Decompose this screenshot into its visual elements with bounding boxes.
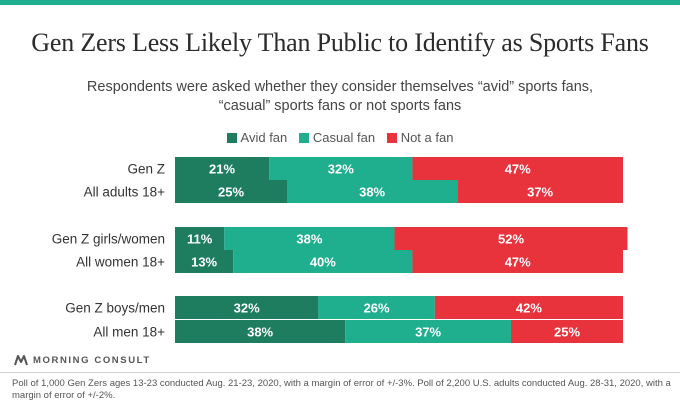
bar-not-a-fan-all-men-18 <box>511 320 623 343</box>
legend-swatch-casual <box>298 133 309 143</box>
value-label-casual-fan-gen-z: 32% <box>328 162 354 177</box>
bar-casual-fan-all-women-18 <box>233 250 413 273</box>
value-label-avid-fan-gen-z: 21% <box>209 162 235 177</box>
value-label-not-a-fan-all-women-18: 47% <box>505 255 531 270</box>
category-label-gen-z-girls-women: Gen Z girls/women <box>52 232 165 247</box>
value-label-casual-fan-all-women-18: 40% <box>310 255 336 270</box>
value-label-not-a-fan-gen-z: 47% <box>505 162 531 177</box>
value-label-casual-fan-all-adults-18: 38% <box>359 185 385 200</box>
bar-avid-fan-all-women-18 <box>175 250 234 273</box>
value-label-avid-fan-gen-z-boys-men: 32% <box>234 301 260 316</box>
legend-item-avid: Avid fan <box>226 130 288 145</box>
bar-not-a-fan-gen-z-girls-women <box>394 227 628 250</box>
bar-casual-fan-all-adults-18 <box>287 180 458 203</box>
bar-casual-fan-all-men-18 <box>345 320 511 343</box>
value-label-casual-fan-gen-z-boys-men: 26% <box>364 301 390 316</box>
footnote: Poll of 1,000 Gen Zers ages 13-23 conduc… <box>12 378 671 401</box>
morning-consult-icon <box>14 355 28 366</box>
legend-label-avid: Avid fan <box>240 130 288 145</box>
value-label-avid-fan-all-men-18: 38% <box>247 325 273 340</box>
chart-title: Gen Zers Less Likely Than Public to Iden… <box>31 28 649 57</box>
bar-casual-fan-gen-z <box>269 157 413 180</box>
chart-subtitle: Respondents were asked whether they cons… <box>86 79 594 114</box>
legend-item-not: Not a fan <box>386 130 454 145</box>
legend-swatch-avid <box>226 133 237 143</box>
category-label-all-women-18: All women 18+ <box>76 255 165 270</box>
value-label-avid-fan-all-adults-18: 25% <box>218 185 244 200</box>
bar-casual-fan-gen-z-girls-women <box>224 227 395 250</box>
value-label-casual-fan-gen-z-girls-women: 38% <box>296 232 322 247</box>
bar-avid-fan-all-adults-18 <box>175 180 287 203</box>
footer-divider <box>0 372 680 373</box>
legend-item-casual: Casual fan <box>298 130 376 145</box>
category-label-gen-z-boys-men: Gen Z boys/men <box>65 301 165 316</box>
value-label-avid-fan-gen-z-girls-women: 11% <box>187 232 213 247</box>
bar-avid-fan-gen-z-boys-men <box>175 296 319 319</box>
legend-label-not: Not a fan <box>400 130 454 145</box>
value-label-not-a-fan-all-men-18: 25% <box>554 325 580 340</box>
legend-swatch-not <box>386 133 397 143</box>
value-label-not-a-fan-gen-z-girls-women: 52% <box>498 232 524 247</box>
stacked-bar-chart: Gen Z 21% 32% 47% All adults 18+ 25% 38% 37% Gen… <box>52 157 628 343</box>
legend-label-casual: Casual fan <box>312 130 376 145</box>
bar-not-a-fan-all-adults-18 <box>457 180 623 203</box>
bar-casual-fan-gen-z-boys-men <box>318 296 435 319</box>
legend: Avid fan Casual fan Not a fan <box>0 130 680 145</box>
bar-not-a-fan-gen-z-boys-men <box>434 296 623 319</box>
value-label-not-a-fan-all-adults-18: 37% <box>527 185 553 200</box>
value-label-not-a-fan-gen-z-boys-men: 42% <box>516 301 542 316</box>
bar-avid-fan-gen-z-girls-women <box>175 227 225 250</box>
bar-not-a-fan-all-women-18 <box>412 250 623 273</box>
value-label-casual-fan-all-men-18: 37% <box>415 325 441 340</box>
value-label-avid-fan-all-women-18: 13% <box>191 255 217 270</box>
category-label-all-men-18: All men 18+ <box>93 325 165 340</box>
category-label-all-adults-18: All adults 18+ <box>84 185 166 200</box>
brand-logo: MORNING CONSULT <box>14 354 151 366</box>
brand-name: MORNING CONSULT <box>33 355 151 366</box>
bar-avid-fan-gen-z <box>175 157 270 180</box>
category-label-gen-z: Gen Z <box>127 162 165 177</box>
bar-avid-fan-all-men-18 <box>175 320 346 343</box>
top-accent-bar <box>0 0 680 5</box>
bar-not-a-fan-gen-z <box>412 157 623 180</box>
